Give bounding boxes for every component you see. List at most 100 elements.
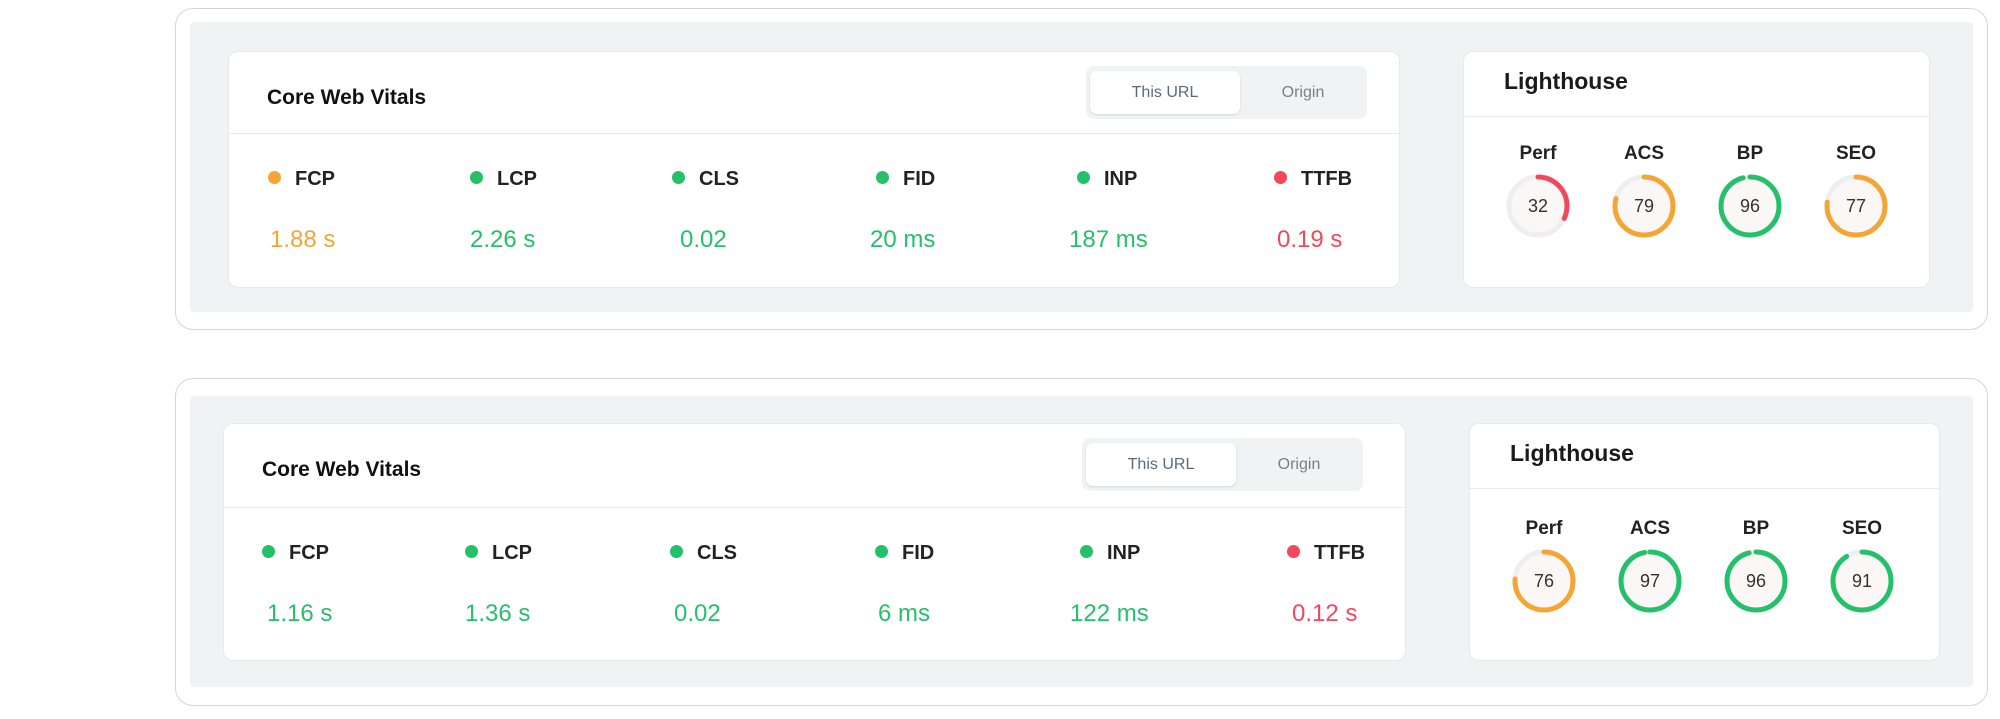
metric-label-text: TTFB — [1301, 168, 1353, 190]
core-web-vitals-title: Core Web Vitals — [262, 458, 422, 481]
core-web-vitals-title: Core Web Vitals — [267, 86, 427, 109]
score-label: Perf — [1525, 518, 1563, 539]
card-divider — [1470, 488, 1939, 489]
score-label: SEO — [1841, 518, 1883, 539]
metric-label: FID — [876, 168, 935, 191]
metric-label-text: FCP — [289, 542, 329, 564]
metric-label-text: INP — [1107, 542, 1141, 564]
report-panel: Core Web Vitals This URL Origin FCP 1.88… — [190, 22, 1973, 312]
score-ring — [1824, 174, 1888, 238]
score-label: BP — [1742, 518, 1770, 539]
score-label: ACS — [1629, 518, 1671, 539]
metric-label-text: LCP — [497, 168, 537, 190]
score-value: 32 — [1527, 196, 1549, 216]
metric-value: 0.19 s — [1277, 226, 1343, 253]
metric-label: CLS — [672, 168, 739, 191]
metric-label: INP — [1080, 542, 1140, 565]
score-label: SEO — [1835, 143, 1877, 164]
metric-value: 187 ms — [1069, 226, 1148, 253]
score-value: 79 — [1633, 196, 1655, 216]
report-card: Core Web Vitals This URL Origin FCP 1.88… — [175, 8, 1988, 330]
metric-label-text: FID — [903, 168, 936, 190]
status-dot — [1077, 171, 1090, 185]
score-label: Perf — [1519, 143, 1557, 164]
lighthouse-title: Lighthouse — [1504, 68, 1628, 94]
origin-tab[interactable]: Origin — [1281, 84, 1325, 101]
score-ring-arc — [1718, 174, 1782, 238]
lighthouse-card: Lighthouse Perf 76 ACS 97 BP 96 SEO 91 — [1469, 423, 1940, 661]
score-ring-arc — [1506, 174, 1570, 238]
lighthouse-card: Lighthouse Perf 32 ACS 79 BP 96 SEO 77 — [1463, 51, 1930, 288]
metric-value: 0.02 — [674, 600, 721, 627]
score-ring — [1618, 549, 1682, 613]
origin-tab[interactable]: Origin — [1277, 456, 1321, 473]
metric-label: TTFB — [1287, 542, 1365, 565]
metric-value: 1.36 s — [465, 600, 531, 627]
status-dot — [672, 171, 685, 185]
score-ring — [1830, 549, 1894, 613]
report-panel: Core Web Vitals This URL Origin FCP 1.16… — [190, 396, 1973, 687]
score-value: 76 — [1533, 571, 1555, 591]
score-ring — [1718, 174, 1782, 238]
score-ring-arc — [1612, 174, 1676, 238]
metric-value: 0.12 s — [1292, 600, 1358, 627]
metric-value: 20 ms — [870, 226, 936, 253]
score-gauge: 76 — [1511, 548, 1577, 614]
status-dot — [268, 171, 281, 185]
metric-label-text: FCP — [295, 168, 335, 190]
score-value: 97 — [1639, 571, 1661, 591]
status-dot — [876, 171, 889, 185]
metric-value: 1.88 s — [270, 226, 336, 253]
core-web-vitals-card: Core Web Vitals This URL Origin FCP 1.88… — [228, 51, 1400, 288]
metric-label: FID — [875, 542, 934, 565]
score-ring-arc — [1824, 174, 1888, 238]
score-ring — [1612, 174, 1676, 238]
status-dot — [670, 545, 683, 559]
score-label: ACS — [1623, 143, 1665, 164]
metric-label: FCP — [262, 542, 329, 565]
metric-label-text: CLS — [697, 542, 737, 564]
url-scope-toggle: This URL Origin — [1082, 438, 1363, 491]
report-card: Core Web Vitals This URL Origin FCP 1.16… — [175, 378, 1988, 706]
this-url-tab[interactable]: This URL — [1090, 71, 1240, 114]
score-gauge: 96 — [1723, 548, 1789, 614]
core-web-vitals-card: Core Web Vitals This URL Origin FCP 1.16… — [223, 423, 1406, 661]
score-gauge: 32 — [1505, 173, 1571, 239]
status-dot — [1274, 171, 1287, 185]
status-dot — [470, 171, 483, 185]
this-url-tab[interactable]: This URL — [1086, 443, 1236, 486]
metric-label-text: CLS — [699, 168, 739, 190]
metric-label: CLS — [670, 542, 737, 565]
metric-label: INP — [1077, 168, 1137, 191]
score-ring — [1512, 549, 1576, 613]
score-gauge: 91 — [1829, 548, 1895, 614]
metric-value: 6 ms — [878, 600, 931, 627]
score-ring-arc — [1618, 549, 1682, 613]
status-dot — [1080, 545, 1093, 559]
status-dot — [465, 545, 478, 559]
score-gauge: 77 — [1823, 173, 1889, 239]
card-divider — [229, 133, 1399, 134]
score-ring — [1724, 549, 1788, 613]
score-value: 91 — [1851, 571, 1873, 591]
lighthouse-title: Lighthouse — [1510, 440, 1634, 466]
status-dot — [1287, 545, 1300, 559]
card-divider — [224, 507, 1405, 508]
card-divider — [1464, 116, 1929, 117]
metric-label: TTFB — [1274, 168, 1352, 191]
metric-label-text: LCP — [492, 542, 532, 564]
score-ring-arc — [1724, 549, 1788, 613]
score-gauge: 96 — [1717, 173, 1783, 239]
score-gauge: 79 — [1611, 173, 1677, 239]
metric-value: 1.16 s — [267, 600, 333, 627]
score-ring — [1506, 174, 1570, 238]
score-value: 77 — [1845, 196, 1867, 216]
metric-value: 0.02 — [680, 226, 727, 253]
score-value: 96 — [1745, 571, 1767, 591]
status-dot — [262, 545, 275, 559]
score-ring-arc — [1830, 549, 1894, 613]
metric-value: 2.26 s — [470, 226, 536, 253]
score-value: 96 — [1739, 196, 1761, 216]
score-label: BP — [1736, 143, 1764, 164]
